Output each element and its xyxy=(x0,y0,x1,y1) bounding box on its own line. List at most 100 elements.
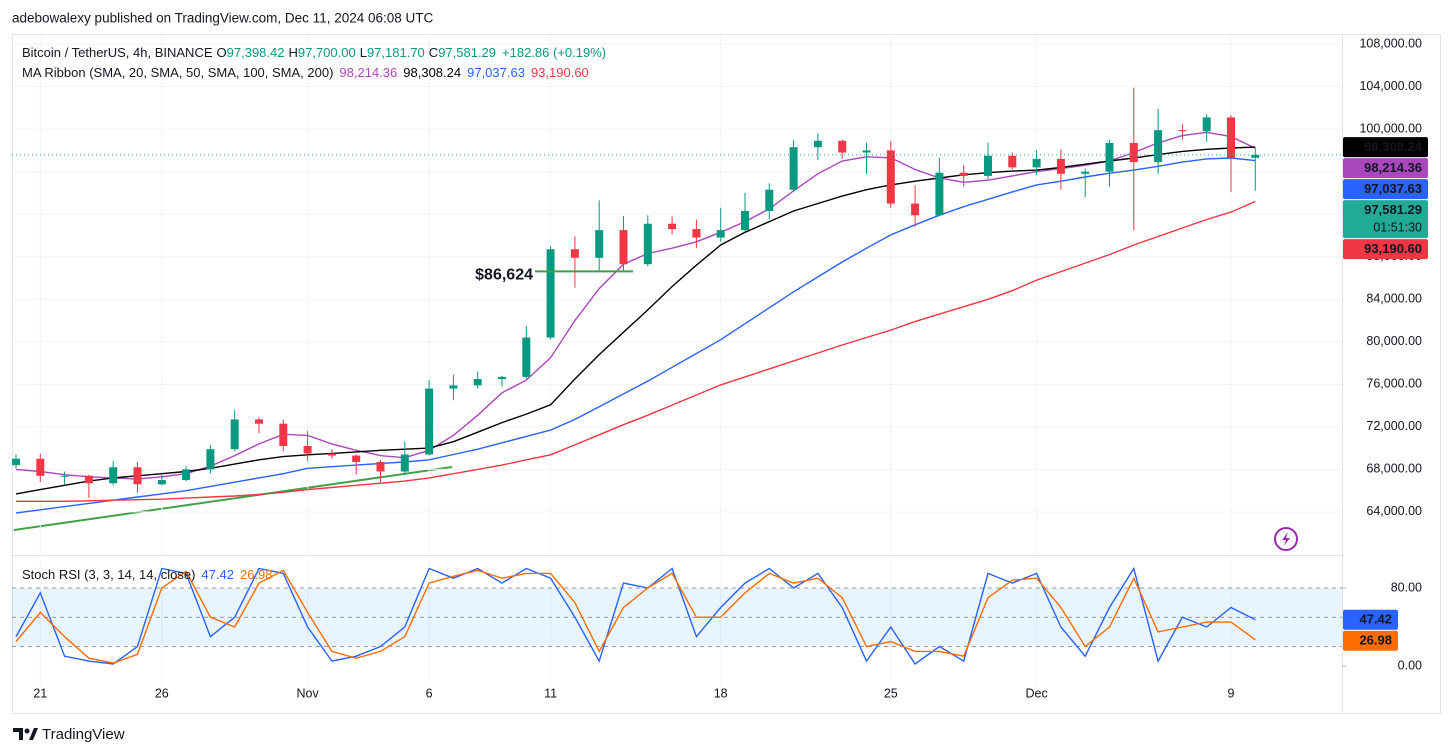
candle-body xyxy=(12,458,20,466)
candle-body xyxy=(1081,171,1090,174)
logo-slash xyxy=(29,728,38,740)
ohlc-value: 97,398.42 xyxy=(227,45,285,60)
symbol-header: Bitcoin / TetherUS, 4h, BINANCE O97,398.4… xyxy=(22,45,606,60)
trend-line xyxy=(13,466,453,531)
candle-body xyxy=(157,480,166,485)
ohlc-value: 97,700.00 xyxy=(298,45,356,60)
x-tick-label: 26 xyxy=(155,686,169,700)
price-label-box xyxy=(1343,239,1428,260)
candle-body xyxy=(765,189,774,211)
price-label: 98,214.36 xyxy=(1364,160,1422,175)
candle-body xyxy=(1154,130,1163,163)
candle-body xyxy=(1227,117,1235,158)
indicator-value: 93,190.60 xyxy=(531,65,589,80)
price-label-box xyxy=(1343,137,1428,158)
candle-body xyxy=(473,379,482,386)
indicator-header: MA Ribbon (SMA, 20, SMA, 50, SMA, 100, S… xyxy=(22,65,589,80)
candle-body xyxy=(376,461,385,472)
candle-body xyxy=(595,230,604,258)
candle-body xyxy=(716,230,725,238)
ohlc-value: 97,181.70 xyxy=(367,45,425,60)
y-tick-label: 100,000.00 xyxy=(1359,121,1422,135)
frame xyxy=(12,34,1441,714)
y-tick-label: 84,000.00 xyxy=(1366,292,1422,306)
x-tick-label: 21 xyxy=(33,686,47,700)
y-tick-label: 76,000.00 xyxy=(1366,377,1422,391)
candle-body xyxy=(303,446,312,454)
y-tick-label: 80,000.00 xyxy=(1366,334,1422,348)
candle-body xyxy=(935,172,944,216)
ohlc-key: H xyxy=(288,45,297,60)
series-line xyxy=(15,146,1256,495)
annotation-text: $86,624 xyxy=(475,267,533,284)
candle-body xyxy=(1129,142,1138,163)
alert-icon[interactable] xyxy=(1274,527,1298,551)
oscillator-label: 47.42 xyxy=(1359,612,1392,627)
price-label: 97,581.29 xyxy=(1364,202,1422,217)
y-tick-label: 64,000.00 xyxy=(1366,504,1422,518)
oscillator-label: 26.98 xyxy=(1359,633,1392,648)
x-tick-label: 18 xyxy=(714,686,728,700)
y-tick-label: 108,000.00 xyxy=(1359,36,1422,50)
oscillator-value: 47.42 xyxy=(201,567,234,582)
y-tick-label: 104,000.00 xyxy=(1359,79,1422,93)
indicator-value: 98,308.24 xyxy=(403,65,461,80)
price-label-box xyxy=(1343,158,1428,179)
series-line xyxy=(15,131,1256,480)
candle-body xyxy=(206,449,215,470)
x-tick-label: 25 xyxy=(884,686,898,700)
candle-body xyxy=(959,172,968,176)
candle-body xyxy=(400,454,409,472)
candle-body xyxy=(36,458,45,476)
candle-body xyxy=(449,385,458,389)
oscillator-name: Stoch RSI (3, 3, 14, 14, close) xyxy=(22,567,195,582)
y-tick-label: 80.00 xyxy=(1391,580,1422,594)
candle-body xyxy=(643,223,652,265)
series-line xyxy=(15,157,1256,514)
price-label: 93,190.60 xyxy=(1364,241,1422,256)
y-tick-label: 72,000.00 xyxy=(1366,419,1422,433)
byline: adebowalexy published on TradingView.com… xyxy=(12,11,434,26)
oscillator-label-box xyxy=(1343,630,1398,651)
candle-body xyxy=(668,223,677,230)
candle-body xyxy=(1032,158,1041,168)
ohlc-key: C xyxy=(429,45,438,60)
series-line xyxy=(15,569,1256,664)
candle-body xyxy=(838,140,847,153)
candle-body xyxy=(279,423,288,447)
series-line xyxy=(15,566,1256,665)
candle-body xyxy=(425,388,434,455)
candle-body xyxy=(1202,117,1211,132)
candle-body xyxy=(133,467,142,485)
ohlc-key: O xyxy=(217,45,227,60)
alert-icon-circle xyxy=(1274,527,1298,551)
candle-body xyxy=(84,475,93,484)
candle-body xyxy=(327,453,336,456)
logo[interactable]: TradingView xyxy=(13,726,125,743)
candle-body xyxy=(230,419,239,450)
y-tick-label: 0.00 xyxy=(1398,658,1422,672)
x-tick-label: Nov xyxy=(296,686,319,700)
candle-body xyxy=(109,467,118,484)
ohlc-key: L xyxy=(360,45,367,60)
candle-body xyxy=(741,210,749,231)
candle-body xyxy=(255,419,263,424)
price-label: 98,308.24 xyxy=(1364,139,1423,154)
x-tick-label: Dec xyxy=(1025,686,1047,700)
candle-body xyxy=(984,155,992,176)
candle-body xyxy=(1178,130,1187,132)
candle-body xyxy=(813,140,822,148)
oscillator-header: Stoch RSI (3, 3, 14, 14, close) 47.42 26.9… xyxy=(22,567,273,582)
logo-text: TradingView xyxy=(42,726,125,743)
countdown-label: 01:51:30 xyxy=(1373,220,1422,234)
price-change: +182.86 (+0.19%) xyxy=(502,45,606,60)
series-line xyxy=(16,200,1256,502)
candle-body xyxy=(1105,142,1114,172)
candle-body xyxy=(911,203,920,216)
price-label-box xyxy=(1343,200,1428,239)
candle-body xyxy=(886,150,895,204)
candle-body xyxy=(570,249,579,258)
oscillator-label-box xyxy=(1343,609,1398,630)
